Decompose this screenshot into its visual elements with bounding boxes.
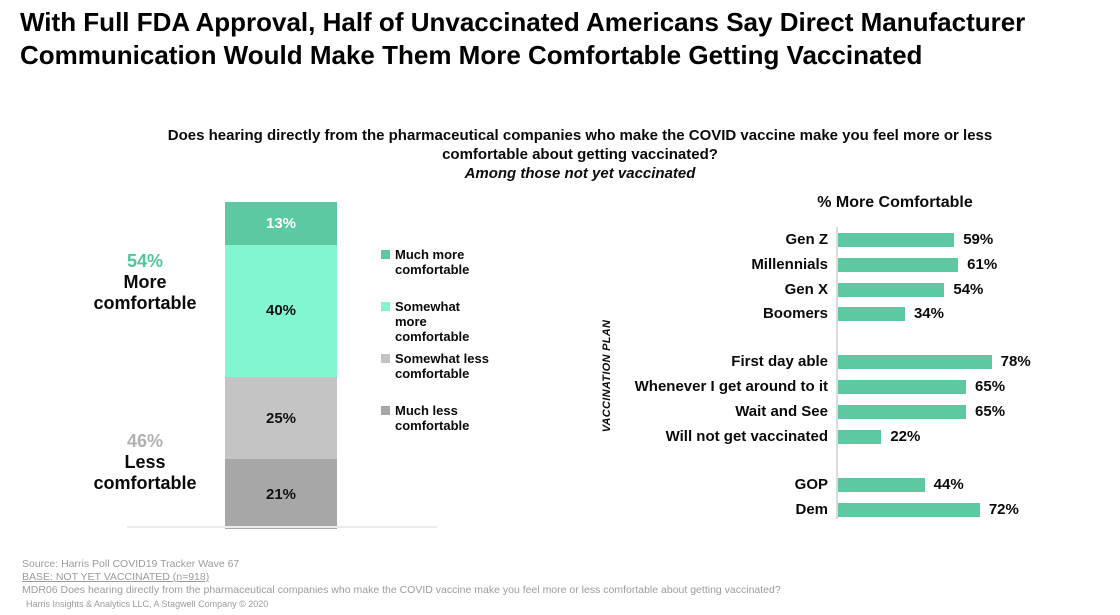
stacked-segment: 13% (225, 202, 337, 245)
bar-category-label: GOP (620, 476, 828, 493)
bar-value-label: 78% (1001, 353, 1031, 370)
bar-value-label: 72% (989, 501, 1019, 518)
bar-row: Boomers 34% (620, 307, 1110, 323)
bar-value-label: 65% (975, 403, 1005, 420)
bar-value-label: 65% (975, 378, 1005, 395)
bar (838, 283, 944, 297)
bar (838, 233, 954, 247)
segment-value-label: 25% (266, 410, 296, 427)
bar-category-label: Will not get vaccinated (620, 428, 828, 445)
legend-item: Much more comfortable (381, 247, 513, 277)
bar-row: Wait and See 65% (620, 405, 1110, 421)
legend-swatch (381, 302, 390, 311)
bar-category-label: Whenever I get around to it (620, 378, 828, 395)
bar-row: Gen Z 59% (620, 233, 1110, 249)
footer-source: Source: Harris Poll COVID19 Tracker Wave… (22, 558, 781, 571)
bar-row: Will not get vaccinated 22% (620, 430, 1110, 446)
legend-label: Somewhat more comfortable (395, 299, 469, 344)
bar (838, 405, 966, 419)
bar-value-label: 59% (963, 231, 993, 248)
legend-item: Somewhat more comfortable (381, 299, 513, 344)
stacked-segment: 40% (225, 245, 337, 377)
bar-category-label: Boomers (620, 305, 828, 322)
bar-row: Dem 72% (620, 503, 1110, 519)
bar-row: GOP 44% (620, 478, 1110, 494)
footer-company: Harris Insights & Analytics LLC, A Stagw… (26, 598, 781, 611)
bar-category-label: Gen X (620, 281, 828, 298)
slide: With Full FDA Approval, Half of Unvaccin… (0, 0, 1120, 615)
more-comfortable-label: More comfortable (93, 272, 196, 313)
legend-label: Somewhat less comfortable (395, 351, 489, 381)
more-comfortable-summary: 54% More comfortable (80, 251, 210, 314)
bar-value-label: 61% (967, 256, 997, 273)
legend-label: Much more comfortable (395, 247, 469, 277)
bar (838, 478, 925, 492)
bar-row: First day able 78% (620, 355, 1110, 371)
legend-swatch (381, 406, 390, 415)
bar-category-label: Wait and See (620, 403, 828, 420)
footer-question-code: MDR06 Does hearing directly from the pha… (22, 584, 781, 597)
less-comfortable-summary: 46% Less comfortable (80, 431, 210, 494)
segment-value-label: 21% (266, 486, 296, 503)
x-axis-line (127, 526, 437, 528)
stacked-segment: 25% (225, 377, 337, 460)
bar-value-label: 44% (934, 476, 964, 493)
bar-category-label: Dem (620, 501, 828, 518)
stacked-segment: 21% (225, 459, 337, 528)
less-comfortable-pct: 46% (80, 431, 210, 452)
bar-category-label: First day able (620, 353, 828, 370)
footer: Source: Harris Poll COVID19 Tracker Wave… (22, 558, 781, 611)
more-comfortable-pct: 54% (80, 251, 210, 272)
bar (838, 307, 905, 321)
bar-value-label: 34% (914, 305, 944, 322)
bar (838, 380, 966, 394)
bar (838, 503, 980, 517)
bar (838, 258, 958, 272)
bar-value-label: 22% (890, 428, 920, 445)
stacked-bar: 13% 40% 25% 21% (225, 202, 337, 529)
legend: Much more comfortable Somewhat more comfo… (381, 247, 513, 455)
y-axis-label: VACCINATION PLAN (601, 296, 613, 456)
footer-base: BASE: NOT YET VACCINATED (n=918) (22, 571, 781, 584)
bar-category-label: Gen Z (620, 231, 828, 248)
bar-row: Millennials 61% (620, 258, 1110, 274)
less-comfortable-label: Less comfortable (93, 452, 196, 493)
bar-category-label: Millennials (620, 256, 828, 273)
bar-row: Whenever I get around to it 65% (620, 380, 1110, 396)
legend-item: Somewhat less comfortable (381, 351, 513, 381)
legend-label: Much less comfortable (395, 403, 469, 433)
legend-item: Much less comfortable (381, 403, 513, 433)
segment-value-label: 13% (266, 215, 296, 232)
hbar-rows: Gen Z 59% Millennials 61% Gen X 54% Boomers 34%… (620, 0, 1110, 615)
legend-swatch (381, 250, 390, 259)
segment-value-label: 40% (266, 302, 296, 319)
bar (838, 430, 881, 444)
bar-row: Gen X 54% (620, 283, 1110, 299)
bar (838, 355, 992, 369)
bar-value-label: 54% (953, 281, 983, 298)
legend-swatch (381, 354, 390, 363)
